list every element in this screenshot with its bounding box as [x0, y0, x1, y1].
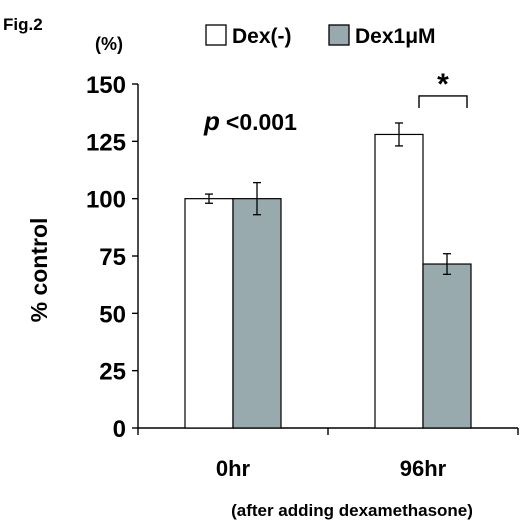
y-unit-label: (%)	[95, 34, 123, 54]
significance-bracket	[418, 95, 468, 108]
error-bars	[205, 122, 451, 275]
p-value: <0.001	[226, 109, 297, 135]
x-tick-label: 0hr	[216, 456, 251, 481]
legend-swatch-dex-1um	[328, 24, 350, 46]
legend-swatch-dex-minus	[205, 24, 227, 46]
legend: Dex(-) Dex1μM	[205, 24, 436, 48]
legend-label-dex-minus: Dex(-)	[232, 25, 292, 48]
y-axis-title: % control	[26, 218, 52, 323]
p-symbol: p	[203, 106, 220, 136]
x-axis-caption: (after adding dexamethasone)	[231, 501, 473, 520]
x-tick-label: 96hr	[400, 456, 447, 481]
y-tick-label: 100	[86, 187, 126, 214]
y-tick-label: 50	[99, 301, 126, 328]
y-axis: 0 25 50 75 100 125 150	[86, 72, 139, 443]
bar	[232, 198, 282, 429]
legend-label-dex-1um: Dex1μM	[355, 25, 436, 48]
figure-label: Fig.2	[3, 15, 43, 34]
y-tick-label: 0	[113, 416, 126, 443]
bar	[374, 133, 424, 429]
y-tick-label: 150	[86, 72, 126, 99]
significance-star: *	[437, 68, 449, 101]
bars	[184, 133, 472, 429]
bar	[422, 263, 472, 429]
y-tick-label: 125	[86, 129, 126, 156]
p-value-annotation: p <0.001	[203, 106, 297, 136]
x-axis: 0hr 96hr	[137, 427, 519, 481]
y-tick-label: 25	[99, 359, 126, 386]
bar	[184, 198, 234, 429]
y-tick-label: 75	[99, 244, 126, 271]
